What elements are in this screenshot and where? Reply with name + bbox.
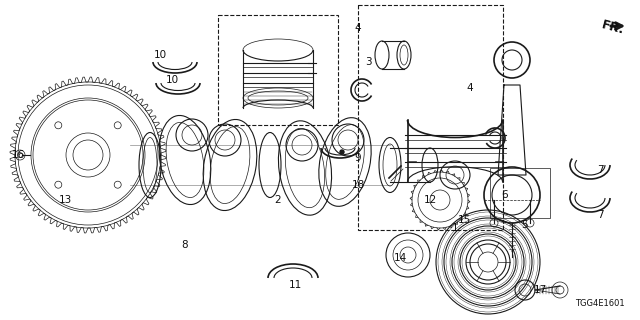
- Text: 18: 18: [351, 180, 365, 190]
- Text: FR.: FR.: [600, 19, 626, 37]
- Text: 17: 17: [533, 285, 547, 295]
- Text: 11: 11: [289, 280, 301, 290]
- Text: 13: 13: [58, 195, 72, 205]
- Text: 9: 9: [355, 153, 362, 163]
- Text: 4: 4: [467, 83, 474, 93]
- Text: 12: 12: [424, 195, 436, 205]
- Text: 1: 1: [452, 223, 458, 233]
- Text: 16: 16: [12, 150, 24, 160]
- Text: 10: 10: [165, 75, 179, 85]
- Text: 7: 7: [596, 210, 604, 220]
- Text: 7: 7: [596, 165, 604, 175]
- Text: 14: 14: [394, 253, 406, 263]
- Text: 15: 15: [458, 215, 470, 225]
- Text: 2: 2: [275, 195, 282, 205]
- Text: 3: 3: [365, 57, 371, 67]
- Text: 10: 10: [154, 50, 166, 60]
- Bar: [490, 168, 550, 218]
- Text: TGG4E1601: TGG4E1601: [575, 299, 625, 308]
- Circle shape: [340, 150, 344, 154]
- Bar: [218, 15, 338, 125]
- Bar: [358, 5, 503, 230]
- Text: 6: 6: [502, 190, 508, 200]
- Text: 4: 4: [355, 23, 362, 33]
- Text: 5: 5: [521, 220, 527, 230]
- Text: 8: 8: [182, 240, 188, 250]
